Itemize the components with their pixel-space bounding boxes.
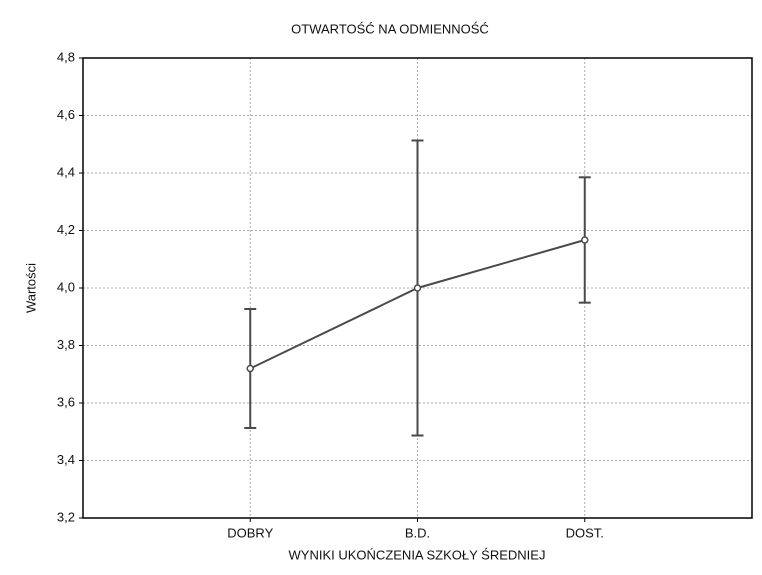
y-tick-label: 4,6 xyxy=(57,107,75,122)
y-tick-label: 3,4 xyxy=(57,452,75,467)
y-tick-label: 4,0 xyxy=(57,279,75,294)
plot-frame xyxy=(82,57,753,519)
point xyxy=(413,284,422,292)
point xyxy=(581,236,589,244)
x-tick-label: DOST. xyxy=(566,525,604,540)
y-tick-label: 4,2 xyxy=(57,222,75,237)
y-tick-label: 3,6 xyxy=(57,394,75,409)
y-tick-label: 4,4 xyxy=(57,164,75,179)
y-tick-label: 4,8 xyxy=(57,49,75,64)
chart-title: OTWARTOŚĆ NA ODMIENNOŚĆ xyxy=(291,21,489,36)
y-axis-label: Wartości xyxy=(23,263,38,313)
x-tick-label: B.D. xyxy=(405,525,430,540)
x-tick-label: DOBRY xyxy=(227,525,273,540)
y-tick-label: 3,8 xyxy=(57,337,75,352)
x-axis-label: WYNIKI UKOŃCZENIA SZKOŁY ŚREDNIEJ xyxy=(289,547,546,562)
y-tick-label: 3,2 xyxy=(57,509,75,524)
point xyxy=(246,364,254,373)
